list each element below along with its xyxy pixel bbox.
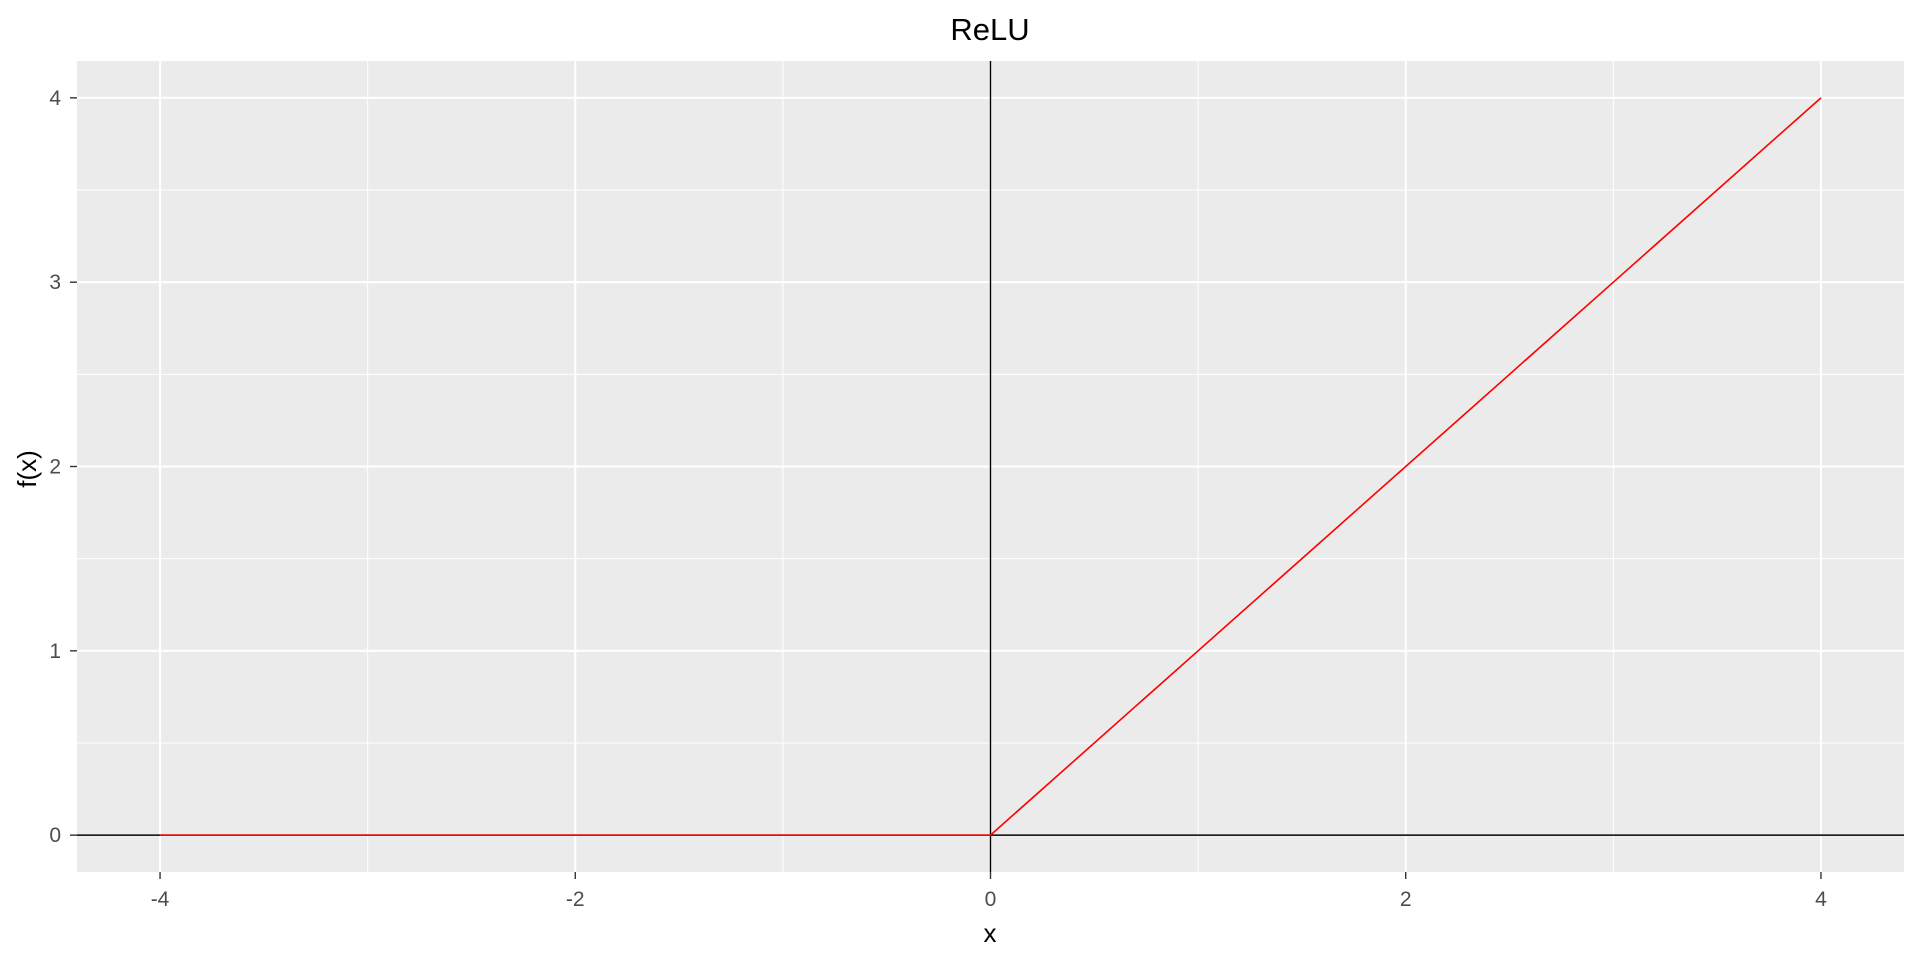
y-tick-label: 2 — [49, 456, 61, 479]
y-tick-label: 3 — [49, 271, 61, 294]
x-tick-label: 4 — [1815, 888, 1827, 911]
y-tick-label: 1 — [49, 640, 61, 663]
x-tick-label: -4 — [151, 888, 170, 911]
y-axis: 0 1 2 3 4 — [49, 87, 77, 847]
series-layer — [160, 97, 1822, 836]
relu-line — [160, 97, 1822, 836]
x-tick-label: -2 — [566, 888, 585, 911]
x-axis: -4 -2 0 2 4 — [151, 872, 1827, 911]
x-axis-label: x — [984, 918, 997, 948]
chart-title: ReLU — [950, 12, 1029, 47]
x-tick-label: 0 — [985, 888, 997, 911]
y-axis-label: f(x) — [12, 450, 42, 488]
y-tick-label: 4 — [49, 87, 61, 110]
x-tick-label: 2 — [1400, 888, 1412, 911]
y-tick-label: 0 — [49, 824, 61, 847]
